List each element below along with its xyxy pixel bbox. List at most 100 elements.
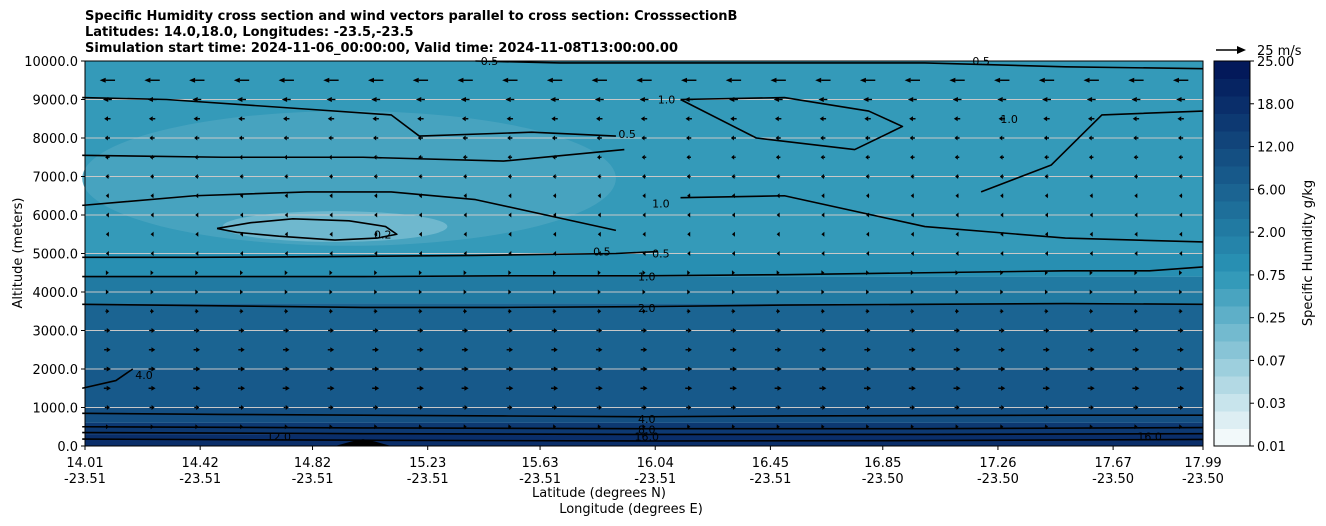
colorbar-segment (1214, 323, 1250, 342)
wind-vector-head (1000, 251, 1004, 256)
wind-vector-head (596, 116, 600, 122)
wind-vector-head (865, 154, 869, 160)
wind-vector-head (687, 231, 691, 237)
chart-title: Specific Humidity cross section and wind… (85, 9, 738, 24)
wind-vector-head (151, 347, 156, 353)
wind-vector-head (687, 251, 691, 256)
wind-vector-head (597, 270, 601, 276)
contour-label: 16.0 (635, 430, 660, 443)
wind-vector-head (909, 135, 913, 141)
wind-vector-head (508, 424, 512, 430)
wind-vector-head (952, 97, 958, 102)
x-axis-label-latitude: Latitude (degrees N) (532, 486, 666, 501)
wind-vector-head (1089, 251, 1093, 256)
wind-vector-head (866, 366, 872, 372)
wind-vector-head (1178, 154, 1182, 160)
wind-vector-head (820, 174, 824, 179)
colorbar-tick-label: 0.03 (1257, 397, 1286, 412)
wind-vector-head (238, 135, 243, 141)
wind-vector-head (1044, 289, 1048, 295)
wind-vector-head (642, 251, 646, 256)
wind-vector-head (1089, 212, 1093, 218)
wind-vector-head (330, 385, 335, 391)
wind-vector-head (1044, 251, 1048, 256)
wind-vector-head (464, 405, 468, 410)
contour-line (680, 96, 904, 151)
wind-vector-head (911, 385, 916, 391)
wind-vector-head (1179, 385, 1185, 391)
wind-vector-head (508, 212, 512, 218)
wind-vector-head (553, 212, 557, 218)
x-tick-label-longitude: -23.51 (407, 472, 449, 487)
wind-vector-head (731, 174, 735, 179)
terrain (335, 439, 392, 446)
wind-vector-head (641, 154, 645, 160)
wind-vector-head (105, 154, 109, 160)
wind-vector-head (597, 424, 601, 430)
wind-vector-head (728, 97, 735, 102)
y-tick-label: 7000.0 (33, 171, 79, 186)
wind-vector-head (237, 97, 243, 102)
wind-vector-head (239, 193, 243, 199)
wind-vector-head (821, 193, 825, 199)
wind-vector-head (1000, 231, 1004, 237)
wind-vector-head (1089, 174, 1093, 179)
wind-vector-head (419, 347, 424, 353)
colorbar-segment (1214, 341, 1250, 359)
x-axis: 14.01-23.5114.42-23.5114.82-23.5115.23-2… (64, 446, 1224, 487)
chart-subtitle-latlon: Latitudes: 14.0,18.0, Longitudes: -23.5,… (85, 25, 414, 40)
wind-vector-head (643, 366, 648, 372)
wind-vector-head (910, 193, 914, 199)
x-tick-label-longitude: -23.51 (64, 472, 106, 487)
wind-vector-head (240, 270, 244, 276)
wind-vector-head (597, 154, 601, 160)
wind-vector-head (731, 251, 735, 256)
wind-vector-head (688, 347, 692, 353)
wind-vector-head (285, 308, 289, 314)
wind-vector-head (822, 366, 827, 372)
wind-vector-head (821, 231, 825, 237)
wind-vector-head (278, 77, 285, 83)
wind-vector-head (506, 116, 511, 122)
wind-vector-head (417, 116, 422, 122)
wind-vector-head (1001, 328, 1005, 333)
wind-vector-head (591, 77, 598, 83)
wind-vector-head (507, 135, 511, 141)
wind-vector-head (150, 424, 154, 430)
wind-vector-head (419, 385, 424, 391)
colorbar-tick-label: 0.75 (1257, 269, 1286, 284)
quiver-key: 25 m/s (1216, 44, 1302, 59)
wind-vector-head (866, 347, 871, 353)
wind-vector-head (776, 193, 780, 199)
wind-vector-head (686, 135, 690, 141)
wind-vector-head (375, 347, 379, 353)
wind-vector-head (192, 97, 198, 102)
wind-vector-head (955, 289, 959, 295)
wind-vector-head (552, 154, 556, 160)
wind-vector-head (150, 174, 154, 179)
wind-vector-head (418, 193, 422, 199)
wind-vector-head (238, 116, 243, 122)
wind-vector-head (821, 289, 825, 295)
chart-subtitle-times: Simulation start time: 2024-11-06_00:00:… (85, 41, 678, 56)
wind-vector-head (866, 385, 872, 391)
wind-vector-head (777, 366, 782, 372)
colorbar-segment (1214, 96, 1250, 114)
x-tick-label-latitude: 16.85 (864, 456, 901, 471)
wind-vector-head (777, 347, 782, 353)
y-tick-label: 4000.0 (33, 286, 79, 301)
wind-vector-head (285, 405, 289, 410)
wind-vector-head (1180, 347, 1184, 353)
contour-label: 1.0 (638, 271, 656, 284)
wind-vector-head (330, 347, 335, 353)
wind-vector-head (196, 366, 201, 372)
wind-vector-head (1179, 308, 1183, 314)
wind-vector-head (195, 193, 199, 199)
x-tick-label-longitude: -23.51 (179, 472, 221, 487)
colorbar-segment (1214, 201, 1250, 219)
wind-vector-head (374, 424, 378, 430)
wind-vector-head (956, 328, 960, 333)
wind-vector-head (1180, 328, 1184, 333)
wind-vector-head (239, 174, 243, 179)
colorbar-segment (1214, 236, 1250, 254)
